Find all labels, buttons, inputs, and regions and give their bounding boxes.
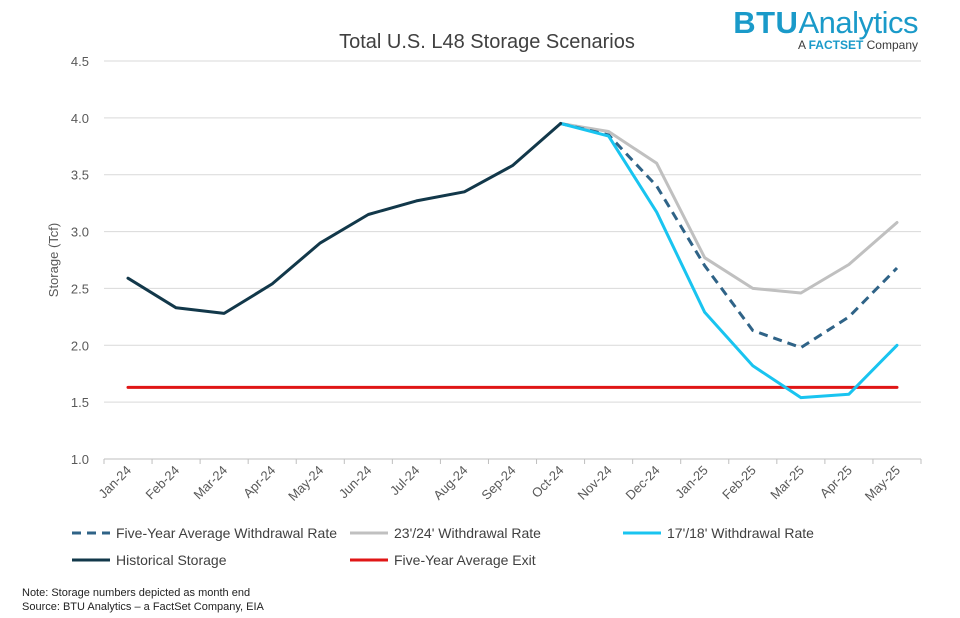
y-tick-label: 2.0 — [71, 338, 89, 353]
y-tick-label: 1.5 — [71, 395, 89, 410]
x-tick-label: May-24 — [285, 463, 326, 504]
y-tick-labels: 1.0 1.5 2.0 2.5 3.0 3.5 4.0 4.5 — [71, 54, 89, 467]
series-lines — [126, 122, 899, 400]
y-tick-label: 3.0 — [71, 225, 89, 240]
x-tick-label: Sep-24 — [478, 463, 518, 503]
x-tick-label: Jan-25 — [672, 463, 711, 502]
x-tick-label: Feb-24 — [142, 463, 182, 503]
x-tick-label: Aug-24 — [430, 463, 470, 503]
x-tick-label: Nov-24 — [574, 463, 614, 503]
y-tick-label: 1.0 — [71, 452, 89, 467]
x-tick-label: Mar-24 — [191, 463, 231, 503]
x-tick-label: May-25 — [862, 463, 903, 504]
logo-sub-rest: Company — [863, 38, 918, 52]
legend-label: 23'/24' Withdrawal Rate — [394, 525, 541, 541]
chart-title: Total U.S. L48 Storage Scenarios — [339, 31, 635, 53]
x-tick-label: Jan-24 — [95, 463, 134, 502]
btu-analytics-logo: BTUAnalytics A FACTSET Company — [733, 5, 918, 53]
legend: Five-Year Average Withdrawal Rate 23'/24'… — [72, 525, 814, 568]
y-tick-label: 4.5 — [71, 54, 89, 69]
chart-notes: Note: Storage numbers depicted as month … — [22, 586, 264, 614]
x-tick-label: Apr-25 — [817, 463, 855, 501]
x-tick-label: Jul-24 — [387, 463, 423, 499]
series-line-0 — [560, 122, 899, 350]
logo-sub-prefix: A — [797, 38, 809, 52]
logo-brand-bold: BTU — [733, 5, 799, 40]
x-tick-label: Oct-24 — [528, 463, 566, 501]
x-tick-label: Dec-24 — [623, 463, 663, 503]
y-tick-label: 4.0 — [71, 111, 89, 126]
source-line: Source: BTU Analytics – a FactSet Compan… — [22, 601, 264, 613]
legend-label: 17'/18' Withdrawal Rate — [667, 525, 814, 541]
series-line-3 — [126, 122, 563, 315]
logo-sub-factset: FACTSET — [808, 38, 864, 52]
series-line-1 — [559, 122, 899, 295]
legend-label: Five-Year Average Withdrawal Rate — [116, 525, 337, 541]
x-tick-label: Apr-24 — [240, 463, 278, 501]
gridlines — [103, 60, 922, 464]
x-tick-label: Feb-25 — [719, 463, 759, 503]
logo-brand-rest: Analytics — [798, 5, 918, 40]
x-tick-label: Mar-25 — [767, 463, 807, 503]
x-tick-label: Jun-24 — [336, 463, 375, 502]
y-tick-label: 2.5 — [71, 281, 89, 296]
legend-label: Historical Storage — [116, 552, 227, 568]
note-line: Note: Storage numbers depicted as month … — [22, 587, 251, 599]
series-line-2 — [559, 122, 899, 400]
y-tick-label: 3.5 — [71, 168, 89, 183]
y-axis-label: Storage (Tcf) — [46, 223, 61, 297]
x-tick-labels: Jan-24 Feb-24 Mar-24 Apr-24 May-24 Jun-24 Jul-… — [95, 463, 903, 504]
legend-label: Five-Year Average Exit — [394, 552, 536, 568]
